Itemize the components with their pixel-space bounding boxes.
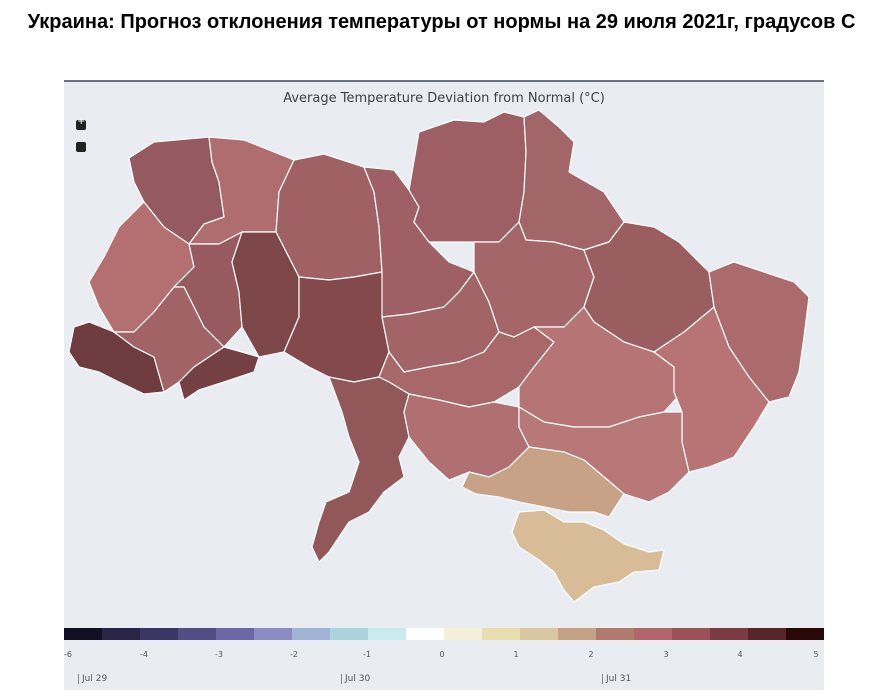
timeline-label[interactable]: Jul 30 bbox=[341, 674, 370, 684]
legend-tick-label: -6 bbox=[64, 650, 72, 659]
region-zakarpattia[interactable] bbox=[68, 321, 165, 395]
legend-tick-label: 2 bbox=[588, 650, 594, 659]
region-khmelnytskyi[interactable] bbox=[231, 231, 300, 358]
color-scale-swatch bbox=[330, 628, 368, 640]
color-scale-swatch bbox=[482, 628, 520, 640]
color-scale-swatch bbox=[710, 628, 748, 640]
color-scale-swatch bbox=[786, 628, 824, 640]
color-scale-swatch bbox=[596, 628, 634, 640]
map-frame: Average Temperature Deviation from Norma… bbox=[64, 80, 824, 690]
legend-tick-label: -4 bbox=[140, 650, 148, 659]
color-scale-swatch bbox=[672, 628, 710, 640]
zoom-out-button[interactable] bbox=[76, 142, 86, 152]
legend-tick-label: -3 bbox=[215, 650, 223, 659]
color-scale-swatch bbox=[102, 628, 140, 640]
color-scale-swatch bbox=[520, 628, 558, 640]
map-title: Average Temperature Deviation from Norma… bbox=[283, 91, 605, 106]
legend-tick-label: 3 bbox=[663, 650, 669, 659]
legend-tick-label: 5 bbox=[813, 650, 819, 659]
timeline-label[interactable]: Jul 31 bbox=[602, 674, 631, 684]
legend-tick-label: 1 bbox=[513, 650, 519, 659]
color-scale-swatch bbox=[444, 628, 482, 640]
region-crimea[interactable] bbox=[511, 509, 665, 603]
region-vinnytsia[interactable] bbox=[283, 271, 390, 383]
region-donetsk[interactable] bbox=[653, 306, 770, 473]
color-scale-swatch bbox=[406, 628, 444, 640]
color-scale-swatch bbox=[368, 628, 406, 640]
legend-tick-label: 4 bbox=[737, 650, 743, 659]
timeline-label[interactable]: Jul 29 bbox=[78, 674, 107, 684]
ukraine-map[interactable] bbox=[64, 82, 824, 622]
color-scale-swatch bbox=[748, 628, 786, 640]
region-odesa[interactable] bbox=[311, 376, 410, 563]
page-title: Украина: Прогноз отклонения температуры … bbox=[27, 11, 856, 33]
region-chernivtsi[interactable] bbox=[178, 346, 260, 401]
legend-tick-label: -1 bbox=[363, 650, 371, 659]
color-scale-swatch bbox=[292, 628, 330, 640]
region-kherson[interactable] bbox=[461, 446, 625, 518]
region-sumy[interactable] bbox=[518, 109, 625, 251]
color-scale-swatch bbox=[140, 628, 178, 640]
legend-tick-label: 0 bbox=[439, 650, 445, 659]
color-scale-swatch bbox=[64, 628, 102, 640]
color-scale-swatch bbox=[216, 628, 254, 640]
color-scale-swatch bbox=[254, 628, 292, 640]
color-scale-swatch bbox=[178, 628, 216, 640]
color-scale-swatch bbox=[634, 628, 672, 640]
region-chernihiv[interactable] bbox=[408, 111, 527, 243]
region-ivano-frankivsk[interactable] bbox=[113, 286, 225, 393]
color-scale-bar bbox=[64, 628, 824, 640]
zoom-in-button[interactable] bbox=[76, 116, 86, 130]
color-scale-swatch bbox=[558, 628, 596, 640]
legend-tick-label: -2 bbox=[290, 650, 298, 659]
